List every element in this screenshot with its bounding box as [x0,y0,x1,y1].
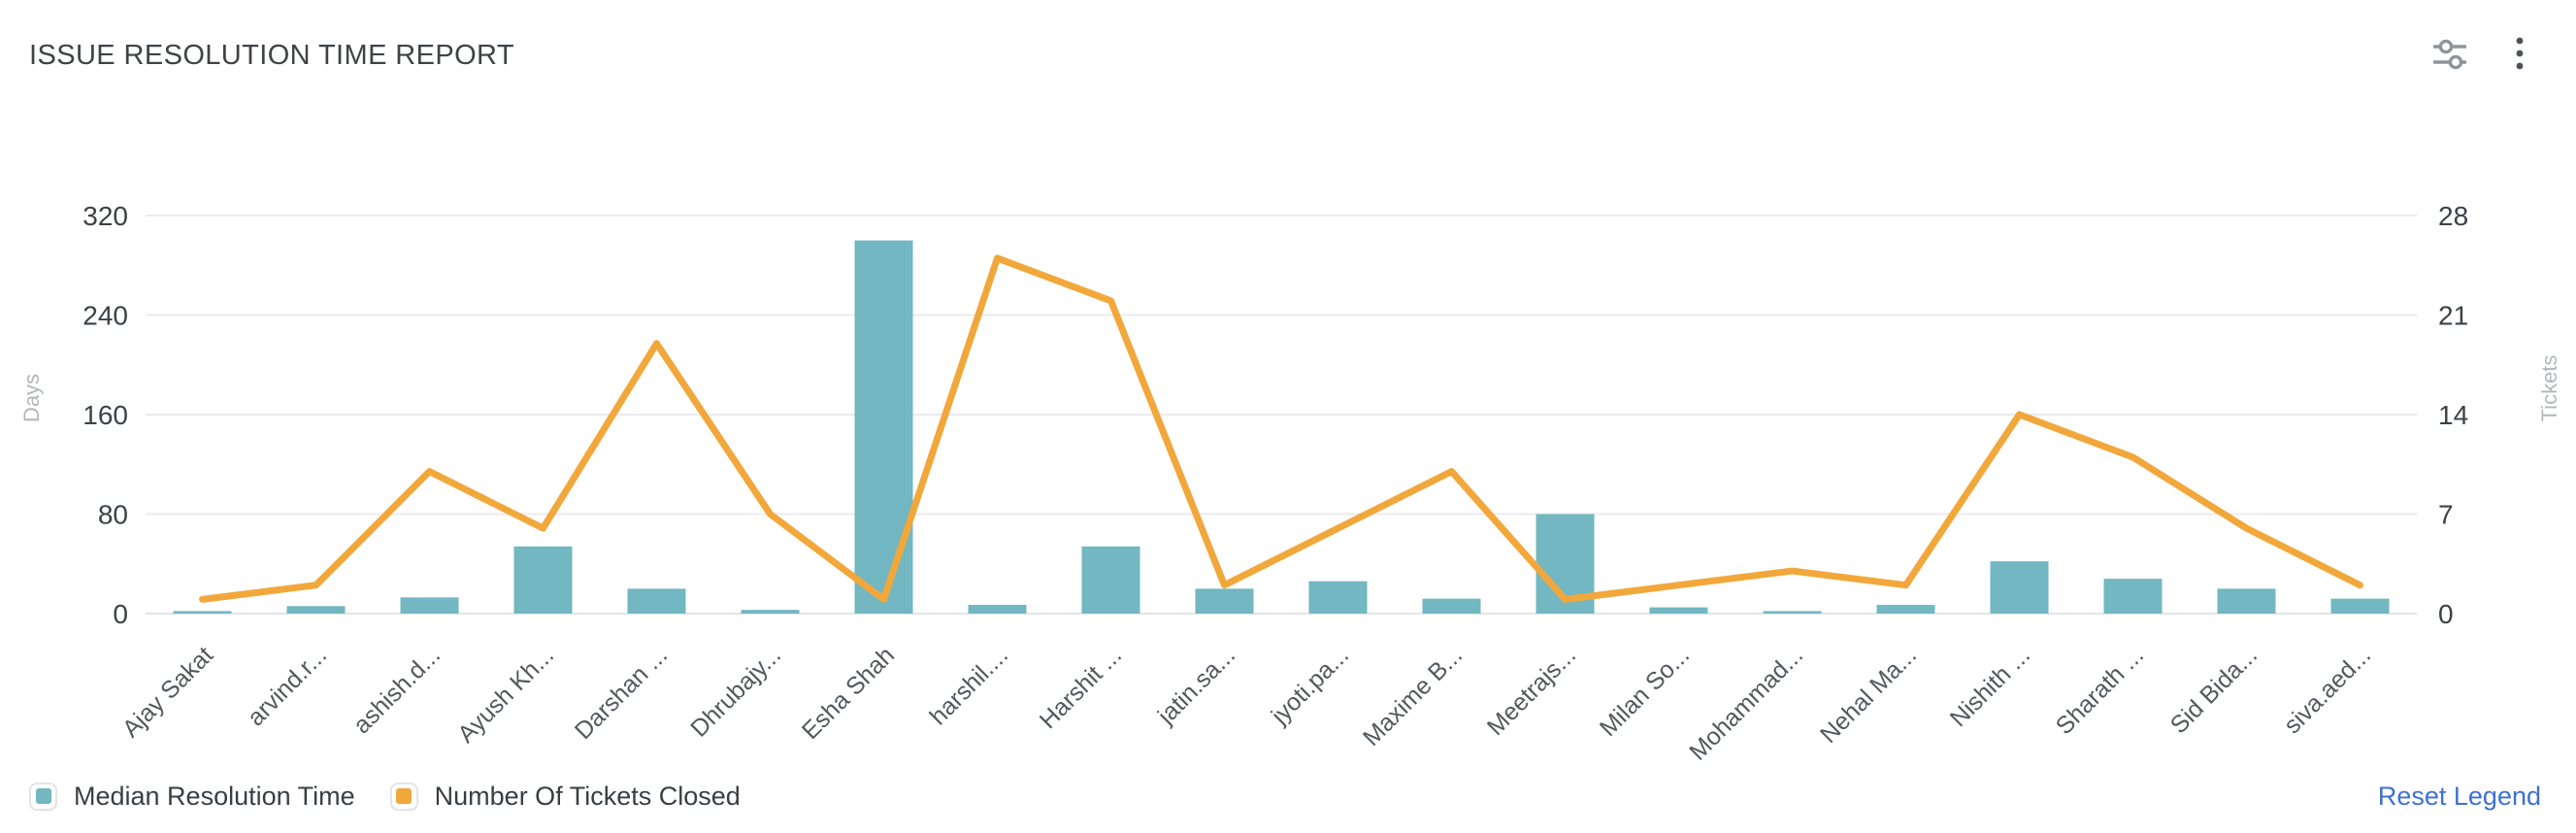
bar-median-resolution-time[interactable] [173,611,232,614]
filter-settings-button[interactable] [2428,34,2471,77]
bar-median-resolution-time[interactable] [1308,581,1368,614]
x-axis-label[interactable]: Ayush Kh... [452,642,559,749]
bar-median-resolution-time[interactable] [1990,561,2049,614]
right-axis-name: Tickets [2537,355,2561,422]
right-axis-tick: 7 [2438,500,2454,530]
left-axis-tick: 240 [83,301,128,331]
legend-item-tickets-closed[interactable]: Number Of Tickets Closed [389,781,741,812]
filter-settings-icon [2432,37,2467,75]
x-axis-label[interactable]: Harshit ... [1035,642,1127,734]
x-axis-label[interactable]: harshil.... [925,642,1014,731]
x-axis-label[interactable]: Meetrajs... [1482,642,1581,741]
legend-checkbox [389,782,418,811]
x-axis-label[interactable]: arvind.r... [243,642,333,732]
bar-median-resolution-time[interactable] [1763,611,1822,614]
x-axis-label[interactable]: Milan So... [1595,642,1695,742]
x-axis-label[interactable]: Dhrubajy... [685,642,786,743]
x-axis-label[interactable]: Darshan ... [570,642,673,745]
bar-median-resolution-time[interactable] [1422,598,1481,614]
bar-median-resolution-time[interactable] [627,588,686,614]
line-tickets-closed[interactable] [199,254,2363,603]
left-axis-tick: 160 [83,400,128,430]
x-axis-label[interactable]: Sharath ... [2051,642,2149,740]
bar-median-resolution-time[interactable] [1649,607,1708,614]
bar-median-resolution-time[interactable] [1081,546,1140,614]
legend-item-median-resolution-time[interactable]: Median Resolution Time [29,782,355,812]
x-axis-label[interactable]: jatin.sa... [1152,642,1240,730]
x-axis-label[interactable]: Nehal Ma... [1815,642,1922,749]
bar-median-resolution-time[interactable] [2330,598,2390,614]
chart-legend: Median Resolution Time Number Of Tickets… [29,782,741,812]
legend-checkbox [29,782,57,811]
dual-axis-chart: 0 0 80 7 160 14 240 21 320 28 Days Tickets Ajay Saka… [0,97,2576,767]
right-axis-tick: 14 [2438,400,2468,430]
left-axis-tick: 0 [113,599,128,629]
more-options-icon [2515,37,2525,75]
chart-canvas: 0 0 80 7 160 14 240 21 320 28 Days Tickets Ajay Saka… [19,201,2561,766]
reset-legend-link[interactable]: Reset Legend [2377,781,2541,811]
right-axis-tick: 28 [2438,201,2468,231]
card-header: ISSUE RESOLUTION TIME REPORT [0,0,2576,97]
left-axis-tick: 80 [98,500,128,530]
header-actions [2428,34,2541,77]
legend-label: Median Resolution Time [74,781,355,811]
bar-median-resolution-time[interactable] [400,597,459,614]
bar-median-resolution-time[interactable] [968,605,1027,614]
legend-label: Number Of Tickets Closed [434,781,741,811]
x-axis-label[interactable]: Mohammad... [1684,642,1808,766]
bar-median-resolution-time[interactable] [2217,588,2276,614]
more-options-button[interactable] [2498,34,2541,77]
bar-median-resolution-time[interactable] [1876,605,1935,614]
page-title: ISSUE RESOLUTION TIME REPORT [29,39,514,71]
x-axis-label[interactable]: siva.aed... [2279,642,2376,739]
right-axis-tick: 21 [2438,301,2468,331]
left-axis-tick: 320 [83,201,128,231]
bar-median-resolution-time[interactable] [2103,579,2163,614]
x-axis-label[interactable]: ashish.d... [348,642,446,739]
legend-swatch-teal [35,788,51,804]
bar-median-resolution-time[interactable] [741,610,800,614]
right-axis-tick: 0 [2438,599,2454,629]
bar-median-resolution-time[interactable] [513,546,573,614]
x-axis-label[interactable]: Sid Bida... [2165,642,2262,739]
x-axis-label[interactable]: Maxime B... [1358,642,1468,751]
x-axis-label[interactable]: Esha Shah [797,642,900,745]
bar-median-resolution-time[interactable] [854,240,913,614]
x-axis-label[interactable]: Nishith ... [1945,642,2035,732]
card-footer: Median Resolution Time Number Of Tickets… [29,769,2541,823]
x-axis-label[interactable]: jyoti.pa... [1266,642,1354,730]
left-axis-name: Days [19,374,44,422]
x-axis-label[interactable]: Ajay Sakat [117,642,218,743]
bar-median-resolution-time[interactable] [1195,588,1254,614]
bar-median-resolution-time[interactable] [286,606,346,614]
legend-swatch-orange [396,788,413,804]
